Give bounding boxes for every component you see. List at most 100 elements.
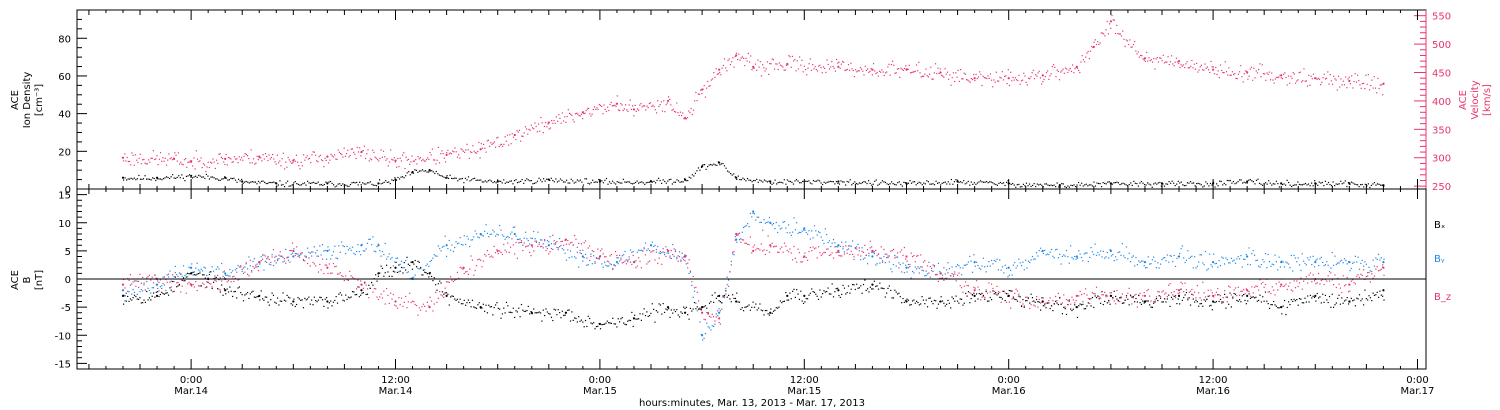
data-point bbox=[433, 254, 435, 256]
data-point bbox=[1023, 269, 1025, 271]
data-point bbox=[708, 302, 711, 304]
data-point bbox=[869, 240, 871, 242]
data-point bbox=[597, 325, 599, 327]
data-point bbox=[213, 177, 215, 179]
data-point bbox=[685, 118, 687, 120]
data-point bbox=[1226, 179, 1228, 182]
series-B_z bbox=[121, 232, 1385, 325]
data-point bbox=[1174, 185, 1176, 187]
data-point bbox=[1165, 61, 1167, 63]
data-point bbox=[467, 149, 469, 151]
data-point bbox=[255, 264, 257, 266]
data-point bbox=[1147, 288, 1149, 291]
data-point bbox=[438, 174, 440, 176]
data-point bbox=[812, 291, 814, 293]
data-point bbox=[973, 73, 975, 76]
data-point bbox=[823, 251, 825, 254]
data-point bbox=[1117, 182, 1120, 184]
data-point bbox=[139, 178, 142, 180]
data-point bbox=[1283, 183, 1285, 185]
data-point bbox=[893, 64, 895, 66]
data-point bbox=[683, 118, 685, 120]
data-point bbox=[424, 305, 426, 307]
data-point bbox=[1305, 80, 1307, 82]
data-point bbox=[447, 281, 449, 283]
data-point bbox=[632, 325, 634, 328]
data-point bbox=[915, 184, 917, 186]
data-anchor-point bbox=[905, 68, 908, 71]
data-point bbox=[1008, 274, 1010, 276]
data-point bbox=[609, 322, 611, 324]
data-point bbox=[470, 179, 473, 181]
data-point bbox=[1215, 66, 1217, 69]
data-point bbox=[1042, 252, 1044, 255]
data-point bbox=[700, 307, 702, 310]
data-point bbox=[1270, 292, 1272, 295]
data-point bbox=[440, 175, 442, 177]
data-point bbox=[1315, 283, 1317, 285]
data-point bbox=[233, 275, 235, 277]
data-point bbox=[759, 221, 761, 223]
data-point bbox=[237, 264, 239, 267]
data-point bbox=[488, 236, 490, 238]
data-point bbox=[721, 308, 723, 310]
data-point bbox=[351, 290, 354, 293]
data-point bbox=[253, 181, 255, 183]
data-point bbox=[463, 182, 465, 184]
data-point bbox=[178, 283, 181, 286]
data-point bbox=[890, 250, 892, 252]
data-point bbox=[1277, 269, 1279, 271]
data-point bbox=[343, 279, 345, 282]
data-point bbox=[216, 178, 218, 180]
data-point bbox=[197, 285, 200, 287]
data-point bbox=[620, 259, 622, 261]
data-point bbox=[275, 262, 277, 264]
data-point bbox=[252, 290, 254, 292]
data-point bbox=[886, 71, 888, 73]
data-anchor-point bbox=[155, 283, 159, 286]
data-point bbox=[249, 162, 251, 164]
data-point bbox=[328, 249, 330, 251]
data-point bbox=[1106, 302, 1109, 304]
data-point bbox=[398, 264, 400, 266]
data-point bbox=[742, 57, 745, 59]
data-point bbox=[193, 286, 196, 288]
data-point bbox=[1143, 184, 1146, 186]
data-point bbox=[680, 181, 683, 183]
data-point bbox=[1375, 268, 1377, 270]
data-point bbox=[849, 179, 851, 181]
data-point bbox=[965, 292, 967, 295]
data-point bbox=[1136, 264, 1138, 266]
data-point bbox=[1114, 181, 1117, 184]
data-point bbox=[1075, 258, 1077, 260]
data-point bbox=[1139, 301, 1141, 304]
data-point bbox=[230, 281, 232, 283]
data-point bbox=[835, 252, 837, 254]
data-point bbox=[1341, 291, 1343, 294]
data-point bbox=[1312, 73, 1315, 75]
data-point bbox=[1370, 184, 1373, 187]
data-point bbox=[567, 309, 569, 311]
data-point bbox=[414, 303, 416, 306]
data-point bbox=[509, 246, 512, 248]
data-point bbox=[414, 274, 416, 276]
data-point bbox=[1071, 256, 1073, 259]
data-point bbox=[161, 179, 163, 181]
data-point bbox=[1377, 253, 1380, 255]
data-point bbox=[1368, 266, 1370, 268]
data-point bbox=[1288, 181, 1290, 184]
data-point bbox=[511, 133, 513, 135]
data-point bbox=[337, 149, 339, 151]
data-point bbox=[1174, 295, 1177, 297]
data-point bbox=[1063, 294, 1065, 296]
data-point bbox=[1035, 252, 1038, 254]
data-point bbox=[415, 169, 417, 171]
data-point bbox=[939, 68, 941, 70]
data-point bbox=[1345, 299, 1347, 301]
data-point bbox=[1335, 263, 1337, 265]
data-point bbox=[887, 256, 889, 259]
data-point bbox=[1094, 185, 1097, 187]
data-point bbox=[491, 143, 493, 145]
